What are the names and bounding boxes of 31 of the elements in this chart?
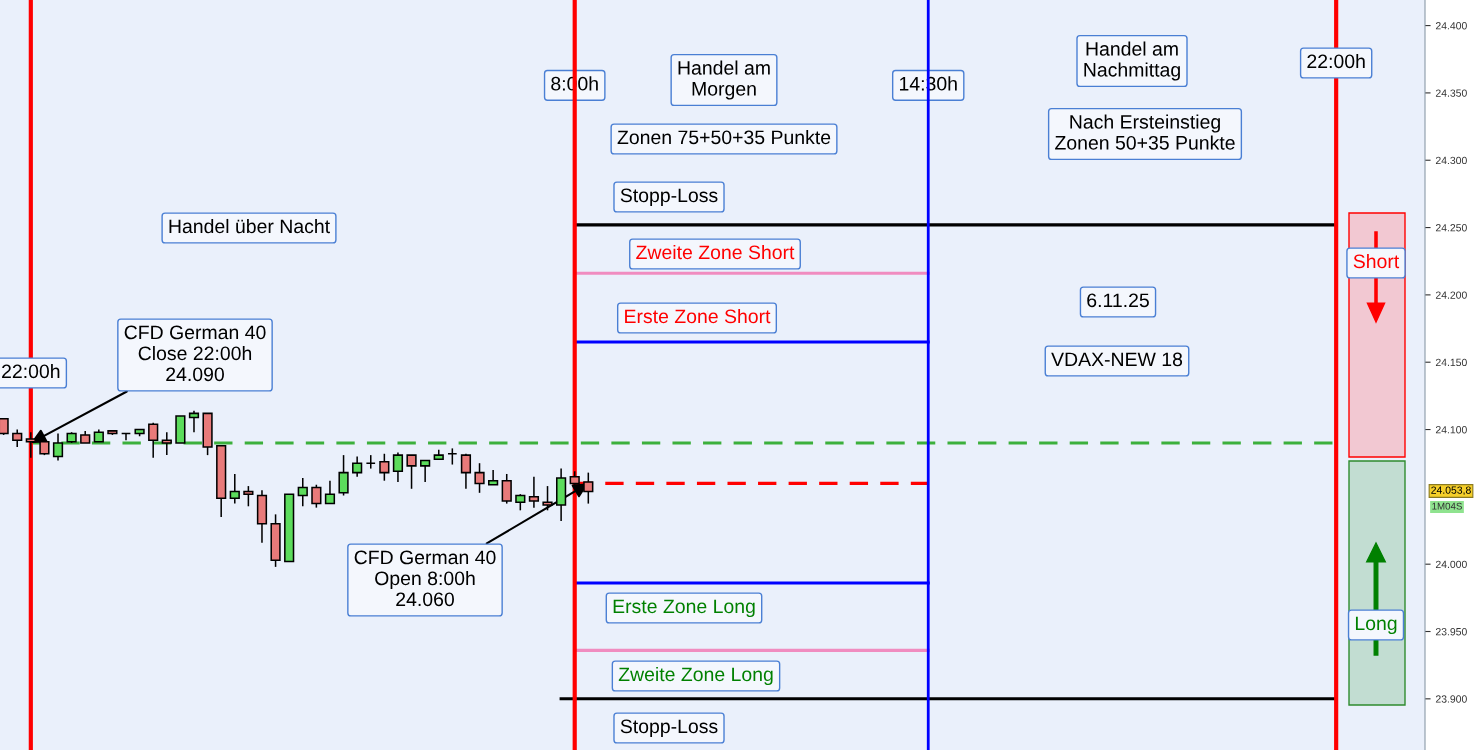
- y-tick-label: 24.200: [1435, 291, 1467, 299]
- ref-line-label: 22:00h: [1307, 53, 1365, 69]
- y-tick-label: 24.300: [1435, 156, 1467, 165]
- annotation: Stopp-Loss: [620, 188, 718, 207]
- text: 1M04S: [1432, 502, 1462, 510]
- annotation: Zonen 75+50+35 Punkte: [617, 129, 831, 145]
- annotation: Erste Zone Short: [625, 308, 771, 324]
- annotation: Zweite Zone Short: [636, 244, 795, 260]
- annotation: Handel am Nachmittag: [1084, 41, 1180, 81]
- annotation: Handel am Morgen: [678, 60, 770, 100]
- annotation: Stopp-Loss: [620, 719, 718, 738]
- text: 24.053,8: [1431, 486, 1471, 496]
- annotation: Handel über Nacht: [169, 218, 330, 234]
- annotation: Long: [1355, 616, 1397, 635]
- y-tick-label: 24.350: [1435, 89, 1467, 97]
- annotation: Nach Ersteinstieg Zonen 50+35 Punkte: [1055, 114, 1235, 150]
- annotation: Short: [1353, 253, 1400, 269]
- y-tick-label: 23.900: [1435, 695, 1467, 703]
- annotation: Erste Zone Long: [613, 599, 755, 618]
- annotation: VDAX-NEW 18: [1051, 352, 1183, 367]
- annotation: 6.11.25: [1087, 293, 1149, 308]
- y-tick-label: 23.950: [1435, 628, 1467, 636]
- annotation: CFD German 40 Open 8:00h 24.060: [354, 550, 496, 607]
- y-tick-label: 24.400: [1435, 22, 1467, 30]
- annotation: CFD German 40 Close 22:00h 24.090: [124, 325, 266, 382]
- y-tick-label: 24.000: [1435, 560, 1467, 569]
- y-tick-label: 24.150: [1435, 358, 1467, 367]
- ref-line-label: 22:00h: [2, 363, 60, 379]
- annotation: Zweite Zone Long: [618, 666, 773, 686]
- y-tick-label: 24.250: [1435, 224, 1467, 232]
- y-tick-label: 24.100: [1435, 426, 1467, 434]
